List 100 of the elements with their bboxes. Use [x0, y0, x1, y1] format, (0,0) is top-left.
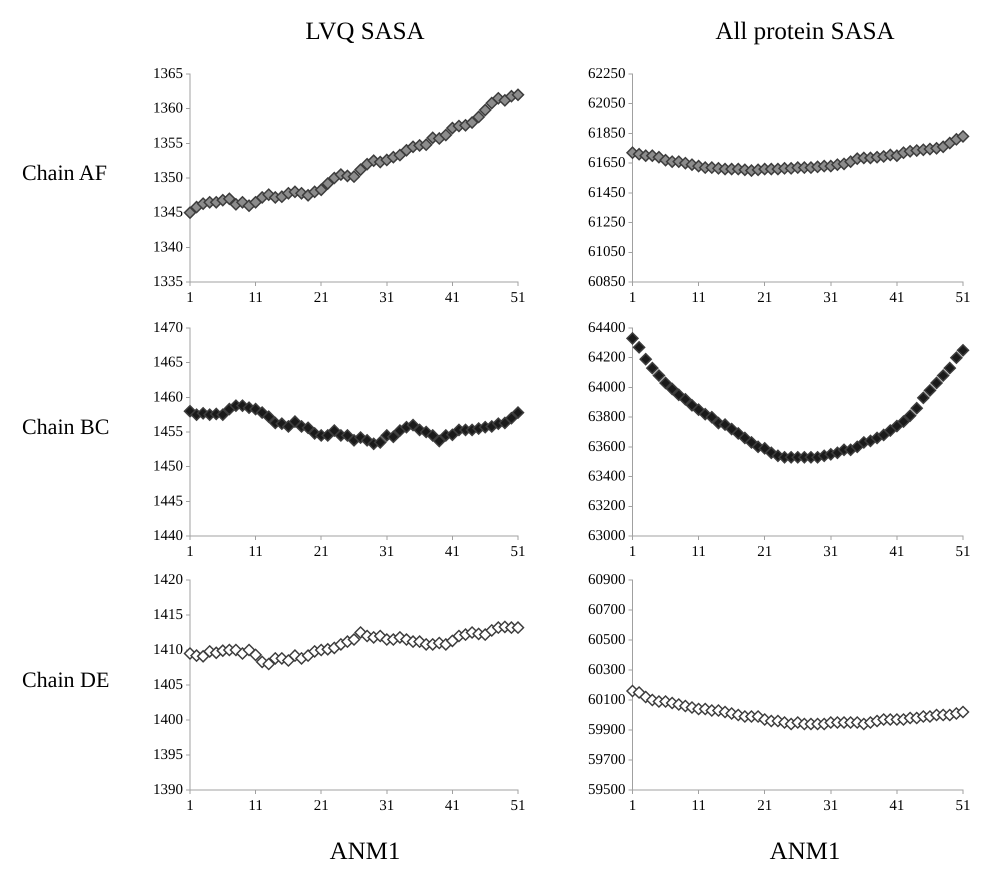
y-tick-label: 1420: [153, 572, 183, 588]
x-tick-label: 11: [248, 798, 263, 814]
point: [659, 376, 672, 390]
y-tick-label: 1410: [153, 642, 183, 658]
point: [322, 429, 334, 442]
y-tick-label: 63400: [588, 468, 626, 485]
x-tick-label: 51: [956, 290, 970, 306]
y-tick-label: 1440: [153, 528, 183, 544]
y-tick-label: 1415: [153, 606, 183, 623]
x-tick-label: 1: [186, 290, 194, 306]
x-tick-label: 31: [823, 544, 838, 560]
x-axis-title: ANM1: [768, 838, 842, 866]
x-tick-label: 31: [379, 798, 394, 814]
point: [387, 430, 400, 444]
y-tick-label: 62050: [588, 96, 626, 112]
y-tick-label: 1340: [153, 239, 183, 256]
x-tick-label: 41: [889, 544, 904, 560]
y-tick-label: 1455: [153, 424, 183, 440]
chart-title: LVQ SASA: [304, 18, 426, 46]
point: [512, 621, 524, 634]
point: [348, 633, 360, 646]
point: [262, 410, 275, 423]
y-tick-label: 60100: [588, 692, 626, 708]
point: [897, 415, 910, 428]
point: [249, 648, 262, 662]
point: [956, 130, 970, 143]
x-tick-label: 41: [889, 290, 904, 306]
y-tick-label: 59900: [588, 722, 626, 738]
point: [478, 104, 492, 116]
point: [944, 362, 956, 374]
chart-title: All protein SASA: [714, 18, 896, 46]
point: [917, 392, 930, 404]
point: [262, 658, 275, 670]
point: [910, 402, 923, 414]
x-tick-label: 41: [444, 798, 460, 814]
y-tick-label: 62250: [588, 66, 626, 82]
x-tick-label: 31: [823, 290, 838, 306]
y-tick-label: 1350: [153, 170, 183, 186]
x-tick-label: 31: [823, 798, 838, 814]
y-axis-title: Chain DE: [22, 667, 110, 693]
x-tick-label: 21: [757, 544, 772, 560]
y-tick-label: 1365: [153, 66, 183, 82]
point: [758, 442, 771, 455]
x-tick-label: 1: [186, 544, 194, 560]
y-axis-title: Chain AF: [22, 160, 107, 186]
y-tick-label: 59500: [588, 782, 626, 798]
y-tick-label: 61250: [588, 214, 626, 231]
point: [196, 650, 210, 663]
point: [216, 408, 230, 421]
point: [341, 429, 354, 442]
point: [466, 116, 478, 129]
y-tick-label: 60900: [588, 572, 626, 588]
point: [420, 138, 432, 151]
point: [956, 706, 970, 718]
y-tick-label: 60850: [588, 274, 626, 290]
x-tick-label: 11: [691, 798, 706, 814]
y-tick-label: 1360: [153, 100, 183, 117]
y-tick-label: 1465: [153, 354, 183, 371]
x-tick-label: 21: [314, 544, 329, 560]
point: [718, 418, 732, 431]
point: [314, 184, 328, 196]
point: [322, 177, 334, 190]
point: [646, 362, 659, 374]
point: [426, 429, 439, 442]
point: [282, 654, 295, 667]
y-tick-label: 59700: [588, 752, 626, 768]
y-tick-label: 1405: [153, 676, 183, 693]
y-tick-label: 64400: [588, 320, 626, 336]
point: [679, 393, 692, 406]
point: [446, 634, 459, 648]
y-tick-label: 63600: [588, 438, 626, 455]
x-tick-label: 51: [510, 290, 526, 306]
point: [223, 192, 236, 206]
x-tick-label: 51: [510, 798, 526, 814]
point: [249, 196, 262, 209]
point: [512, 406, 524, 419]
y-tick-label: 1355: [153, 135, 183, 152]
point: [433, 434, 446, 448]
x-tick-label: 11: [691, 290, 706, 306]
y-tick-label: 1390: [153, 782, 183, 798]
x-tick-label: 21: [757, 798, 772, 814]
x-tick-label: 1: [628, 290, 636, 306]
point: [302, 422, 314, 434]
y-tick-label: 61050: [588, 244, 626, 260]
x-tick-label: 51: [510, 544, 526, 560]
point: [666, 382, 678, 396]
x-tick-label: 21: [314, 798, 329, 814]
y-tick-label: 1445: [153, 493, 183, 510]
y-tick-label: 1400: [153, 712, 183, 728]
point: [936, 369, 950, 382]
point: [505, 412, 518, 424]
point: [282, 420, 295, 433]
point: [706, 410, 718, 424]
point: [394, 148, 406, 162]
y-tick-label: 63000: [588, 528, 626, 544]
x-tick-label: 41: [444, 290, 460, 306]
x-tick-label: 31: [379, 290, 394, 306]
point: [956, 344, 970, 357]
x-tick-label: 21: [314, 290, 329, 306]
point: [328, 424, 341, 437]
